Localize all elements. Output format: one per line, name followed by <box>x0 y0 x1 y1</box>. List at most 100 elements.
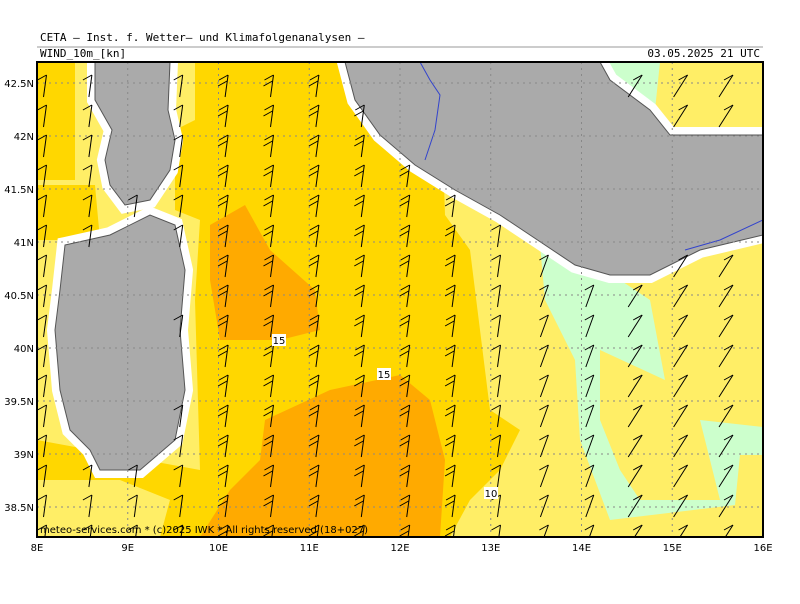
barb-feather <box>355 134 365 141</box>
barb-staff <box>497 434 501 458</box>
barb-feather <box>308 80 319 87</box>
barb-feather <box>218 434 229 441</box>
barb-feather <box>308 230 319 237</box>
barb-feather <box>263 350 273 357</box>
barb-staff <box>718 374 734 398</box>
barb-staff <box>270 104 274 128</box>
barb-feather <box>354 410 364 417</box>
barb-staff <box>315 464 320 488</box>
barb-staff <box>315 374 320 398</box>
barb-feather <box>37 524 47 531</box>
barb-staff <box>627 74 643 98</box>
barb-feather <box>264 164 274 171</box>
barb-feather <box>217 230 228 237</box>
barb-staff <box>360 494 365 518</box>
barb-staff <box>406 494 411 518</box>
barb-feather <box>217 530 228 537</box>
barb-feather <box>444 410 455 417</box>
barb-feather <box>264 224 274 231</box>
barb-feather <box>37 404 47 411</box>
barb-staff <box>406 224 411 248</box>
barb-feather <box>217 200 228 207</box>
barb-feather <box>309 494 320 501</box>
barb-staff <box>43 164 47 188</box>
barb-staff <box>224 464 229 488</box>
barb-feather <box>37 434 47 441</box>
barb-staff <box>360 104 365 128</box>
barb-feather <box>445 194 456 201</box>
barb-feather <box>354 470 364 477</box>
barb-staff <box>133 464 138 488</box>
barb-staff <box>451 434 456 458</box>
barb-feather <box>218 224 229 231</box>
barb-feather <box>308 410 319 417</box>
barb-staff <box>360 434 365 458</box>
barb-feather <box>445 434 456 441</box>
barb-staff <box>585 464 595 488</box>
barb-feather <box>217 290 228 297</box>
credit: meteo-services.com * (c)2025 IWK * All r… <box>40 525 368 536</box>
barb-feather <box>263 80 273 87</box>
barb-feather <box>308 530 319 537</box>
barb-staff <box>451 494 456 518</box>
barb-feather <box>308 110 319 117</box>
barb-feather <box>354 380 364 387</box>
barb-staff <box>224 254 229 278</box>
barb-staff <box>179 464 184 488</box>
barb-feather <box>264 524 274 531</box>
barb-feather <box>400 224 410 231</box>
barb-feather <box>400 194 410 201</box>
barb-staff <box>406 254 411 278</box>
barb-staff <box>43 344 47 368</box>
barb-feather <box>217 170 228 177</box>
barb-feather <box>173 464 183 471</box>
barb-staff <box>315 434 320 458</box>
barb-feather <box>355 104 365 111</box>
barb-feather <box>354 500 364 507</box>
barb-feather <box>173 194 183 201</box>
lon-label: 14E <box>572 543 591 554</box>
barb-feather <box>82 74 93 81</box>
lat-label: 42.5N <box>4 79 34 90</box>
barb-feather <box>309 284 320 291</box>
barb-feather <box>263 260 273 267</box>
barb-staff <box>315 284 320 308</box>
barb-staff <box>539 494 549 518</box>
barb-feather <box>264 194 274 201</box>
barb-feather <box>218 284 229 291</box>
barb-feather <box>218 104 229 111</box>
barb-feather <box>37 254 47 261</box>
barb-staff <box>539 434 549 458</box>
barb-feather <box>263 290 273 297</box>
barb-staff <box>539 254 549 278</box>
barb-feather <box>308 470 319 477</box>
barb-feather <box>491 344 501 351</box>
barb-feather <box>82 224 93 231</box>
barb-feather <box>678 464 688 471</box>
barb-staff <box>627 434 643 458</box>
barb-feather <box>173 494 183 501</box>
barb-staff <box>406 284 411 308</box>
barb-feather <box>82 494 93 501</box>
axis-labels: 42.5N 42N 41.5N 41N 40.5N 40N 39.5N 39N 38.5N 8E 9… <box>4 79 772 554</box>
barb-feather <box>128 194 138 201</box>
barb-staff <box>224 434 229 458</box>
barb-feather <box>173 134 183 141</box>
barb-feather <box>263 530 273 537</box>
barb-feather <box>632 374 643 381</box>
barb-feather <box>218 164 229 171</box>
barb-feather <box>491 404 501 411</box>
barb-feather <box>309 464 320 471</box>
barb-feather <box>263 170 273 177</box>
barb-feather <box>309 164 320 171</box>
barb-feather <box>37 344 47 351</box>
lon-label: 9E <box>121 543 134 554</box>
barb-feather <box>539 374 549 381</box>
barb-feather <box>82 464 93 471</box>
barb-feather <box>354 350 364 357</box>
barb-feather <box>37 284 47 291</box>
barb-staff <box>88 194 93 218</box>
map-frame <box>36 61 764 538</box>
barb-feather <box>355 494 365 501</box>
barb-staff <box>270 194 274 218</box>
